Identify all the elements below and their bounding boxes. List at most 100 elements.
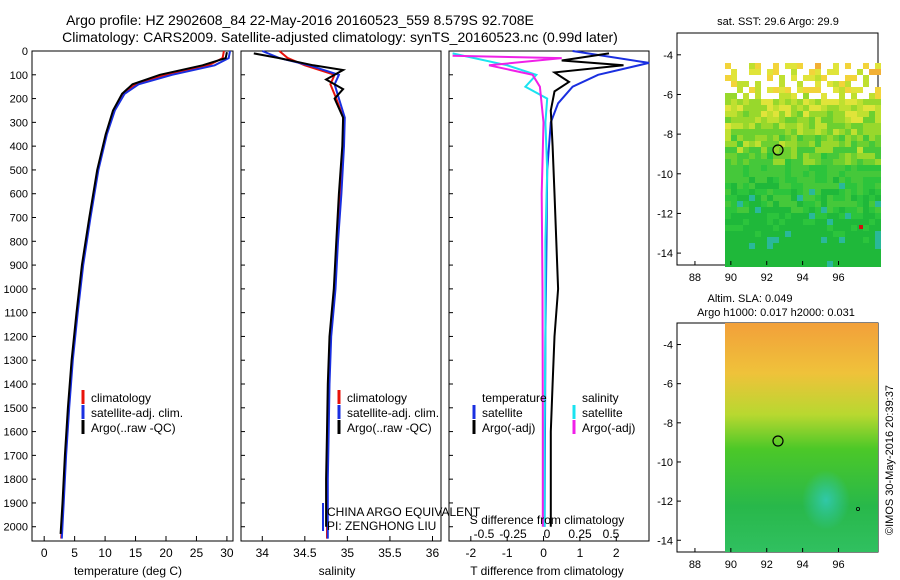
sst-cell (833, 63, 839, 69)
sst-cell (743, 231, 749, 237)
sst-cell (755, 171, 761, 177)
sst-cell (767, 195, 773, 201)
sst-cell (767, 165, 773, 171)
sst-cell (803, 177, 809, 183)
sst-cell (743, 237, 749, 243)
sst-cell (815, 213, 821, 219)
sst-cell (773, 99, 779, 105)
sst-cell (803, 129, 809, 135)
sst-cell (809, 255, 815, 261)
sst-cell (749, 183, 755, 189)
sst-cell (767, 237, 773, 243)
sst-cell (815, 153, 821, 159)
sst-cell (875, 99, 881, 105)
sst-cell (785, 153, 791, 159)
sst-cell (839, 117, 845, 123)
sst-cell (839, 249, 845, 255)
map-x-label: 92 (761, 559, 773, 571)
sst-cell (737, 117, 743, 123)
sst-cell (737, 171, 743, 177)
sst-cell (731, 153, 737, 159)
sst-cell (731, 255, 737, 261)
sst-cell (755, 135, 761, 141)
sst-cell (755, 87, 761, 93)
sst-cell (857, 87, 863, 93)
sst-cell (749, 243, 755, 249)
sst-cell (785, 165, 791, 171)
sst-cell (833, 207, 839, 213)
map-x-label: 92 (761, 272, 773, 284)
sst-cell (767, 135, 773, 141)
sst-cell (731, 261, 737, 267)
sst-cell (737, 237, 743, 243)
x-tick-label: 34 (256, 546, 270, 560)
sst-cell (737, 189, 743, 195)
sst-cell (779, 171, 785, 177)
x-tick-label: 0 (540, 546, 547, 560)
sst-cell (833, 165, 839, 171)
difference-legend: temperature salinity satellite Argo(-adj… (472, 391, 635, 435)
x-tick-label: 35.5 (378, 546, 402, 560)
sst-cell (815, 255, 821, 261)
sst-cell (809, 249, 815, 255)
sst-cell (755, 165, 761, 171)
sst-cell (779, 213, 785, 219)
sla-small-marker (856, 506, 861, 511)
sst-cell (779, 195, 785, 201)
sst-cell (815, 261, 821, 267)
sst-cell (857, 177, 863, 183)
sst-cell (791, 123, 797, 129)
sst-cell (743, 111, 749, 117)
sst-cell (767, 111, 773, 117)
sst-cell (857, 201, 863, 207)
sst-cell (773, 135, 779, 141)
t-difference-xlabel: T difference from climatology (470, 564, 624, 578)
sst-cell (839, 189, 845, 195)
sst-cell (869, 243, 875, 249)
sst-cell (791, 183, 797, 189)
sst-cell (761, 225, 767, 231)
sst-cell (851, 105, 857, 111)
sst-cell (737, 123, 743, 129)
sst-cell (791, 171, 797, 177)
sst-cell (761, 111, 767, 117)
sst-cell (791, 213, 797, 219)
sst-cell (857, 231, 863, 237)
sst-cell (785, 117, 791, 123)
sst-cell (809, 117, 815, 123)
sst-cell (797, 243, 803, 249)
sst-cell (743, 243, 749, 249)
sst-cell (785, 63, 791, 69)
sst-cell (839, 111, 845, 117)
sst-cell (755, 147, 761, 153)
sst-cell (785, 183, 791, 189)
sst-cell (851, 159, 857, 165)
sst-cell (755, 213, 761, 219)
x-tick-label: 20 (159, 546, 173, 560)
sst-cell (767, 141, 773, 147)
sst-cell (803, 153, 809, 159)
sst-cell (797, 255, 803, 261)
sst-cell (827, 213, 833, 219)
sst-cell (851, 231, 857, 237)
sst-cell (839, 219, 845, 225)
sst-cell (809, 189, 815, 195)
sst-cell (803, 183, 809, 189)
sst-cell (767, 219, 773, 225)
sst-cell (845, 261, 851, 267)
sst-cell (821, 99, 827, 105)
sst-cell (767, 171, 773, 177)
sst-cell (845, 183, 851, 189)
sst-cell (779, 99, 785, 105)
sst-cell (857, 255, 863, 261)
sst-cell (845, 123, 851, 129)
legend-t-sat-label: satellite (482, 406, 523, 420)
sst-cell (761, 213, 767, 219)
sst-cell (851, 111, 857, 117)
sst-cell (827, 129, 833, 135)
sst-cell (839, 213, 845, 219)
y-tick-label: 1700 (4, 450, 28, 462)
sst-cell (755, 231, 761, 237)
sst-cell (779, 207, 785, 213)
sst-cell (869, 147, 875, 153)
